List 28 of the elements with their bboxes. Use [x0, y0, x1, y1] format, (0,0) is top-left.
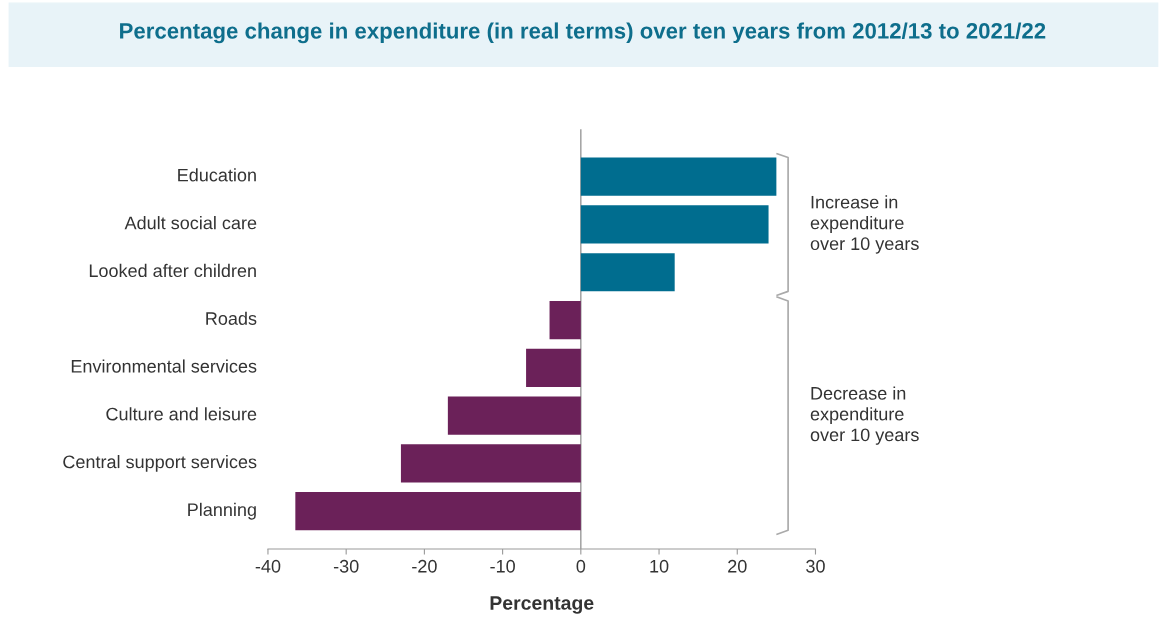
y-tick-label: Environmental services	[71, 359, 257, 373]
x-axis-title: Percentage	[490, 596, 594, 614]
y-tick-label: Looked after children	[89, 263, 256, 278]
x-tick-label: -30	[333, 559, 359, 573]
x-tick-label: -40	[255, 559, 281, 573]
annotation: Decrease in expenditure over 10 years	[810, 386, 919, 445]
bar	[526, 348, 581, 387]
y-tick-label: Culture and leisure	[106, 407, 257, 421]
annotation: Increase in expenditure over 10 years	[810, 195, 919, 254]
bar	[447, 396, 581, 435]
bar	[400, 444, 581, 483]
y-tick-label: Adult social care	[124, 216, 257, 230]
bar	[580, 253, 675, 292]
x-tick-label: 0	[576, 559, 586, 573]
bar	[580, 157, 777, 196]
x-tick-label: -20	[412, 559, 437, 573]
chart-title: Percentage change in expenditure (in real terms) over ten years from 2012/13 to 2021/22	[120, 22, 1046, 44]
y-tick-label: Central support services	[63, 455, 257, 472]
bar	[549, 300, 581, 340]
x-tick-label: 30	[806, 559, 825, 573]
bar	[580, 205, 769, 244]
x-tick-label: 20	[728, 559, 747, 573]
y-tick-label: Education	[178, 168, 256, 182]
x-tick-label: 10	[650, 559, 669, 573]
x-tick-label: -10	[490, 559, 515, 573]
y-tick-label: Roads	[206, 311, 257, 325]
bar	[295, 492, 581, 531]
y-tick-label: Planning	[188, 502, 256, 520]
